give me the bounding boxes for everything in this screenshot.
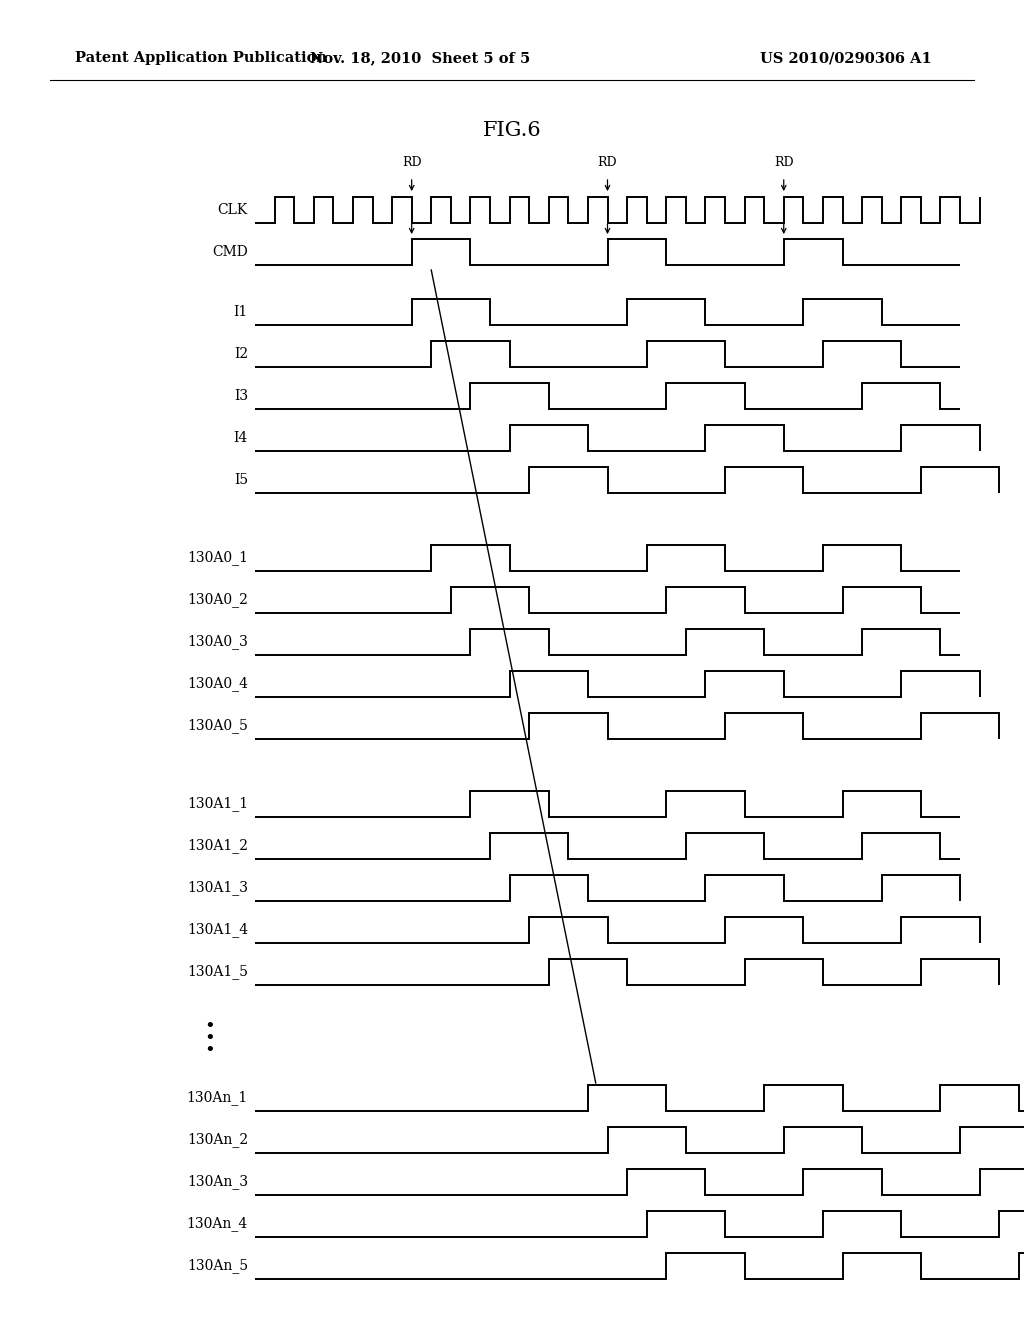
Text: I3: I3 [233, 389, 248, 403]
Text: CLK: CLK [218, 203, 248, 216]
Text: 130A1_1: 130A1_1 [186, 796, 248, 812]
Text: 130An_3: 130An_3 [186, 1175, 248, 1189]
Text: I5: I5 [233, 473, 248, 487]
Text: 130An_4: 130An_4 [186, 1217, 248, 1232]
Text: I1: I1 [233, 305, 248, 319]
Text: Patent Application Publication: Patent Application Publication [75, 51, 327, 65]
Text: 130A0_3: 130A0_3 [187, 635, 248, 649]
Text: 130A0_5: 130A0_5 [187, 718, 248, 734]
Text: 130A0_1: 130A0_1 [187, 550, 248, 565]
Text: •: • [205, 1041, 215, 1059]
Text: RD: RD [598, 156, 617, 169]
Text: Nov. 18, 2010  Sheet 5 of 5: Nov. 18, 2010 Sheet 5 of 5 [310, 51, 530, 65]
Text: I2: I2 [233, 347, 248, 360]
Text: 130A0_2: 130A0_2 [187, 593, 248, 607]
Text: 130A1_4: 130A1_4 [186, 923, 248, 937]
Text: 130An_5: 130An_5 [186, 1258, 248, 1274]
Text: 130An_1: 130An_1 [186, 1090, 248, 1105]
Text: 130A1_5: 130A1_5 [187, 965, 248, 979]
Text: I4: I4 [233, 432, 248, 445]
Text: RD: RD [401, 156, 422, 169]
Text: US 2010/0290306 A1: US 2010/0290306 A1 [760, 51, 932, 65]
Text: 130An_2: 130An_2 [186, 1133, 248, 1147]
Text: RD: RD [774, 156, 794, 169]
Text: •: • [205, 1030, 215, 1047]
Text: 130A1_2: 130A1_2 [187, 838, 248, 854]
Text: 130A1_3: 130A1_3 [187, 880, 248, 895]
Text: 130A0_4: 130A0_4 [187, 677, 248, 692]
Text: FIG.6: FIG.6 [482, 120, 542, 140]
Text: •: • [205, 1016, 215, 1035]
Text: CMD: CMD [212, 246, 248, 259]
